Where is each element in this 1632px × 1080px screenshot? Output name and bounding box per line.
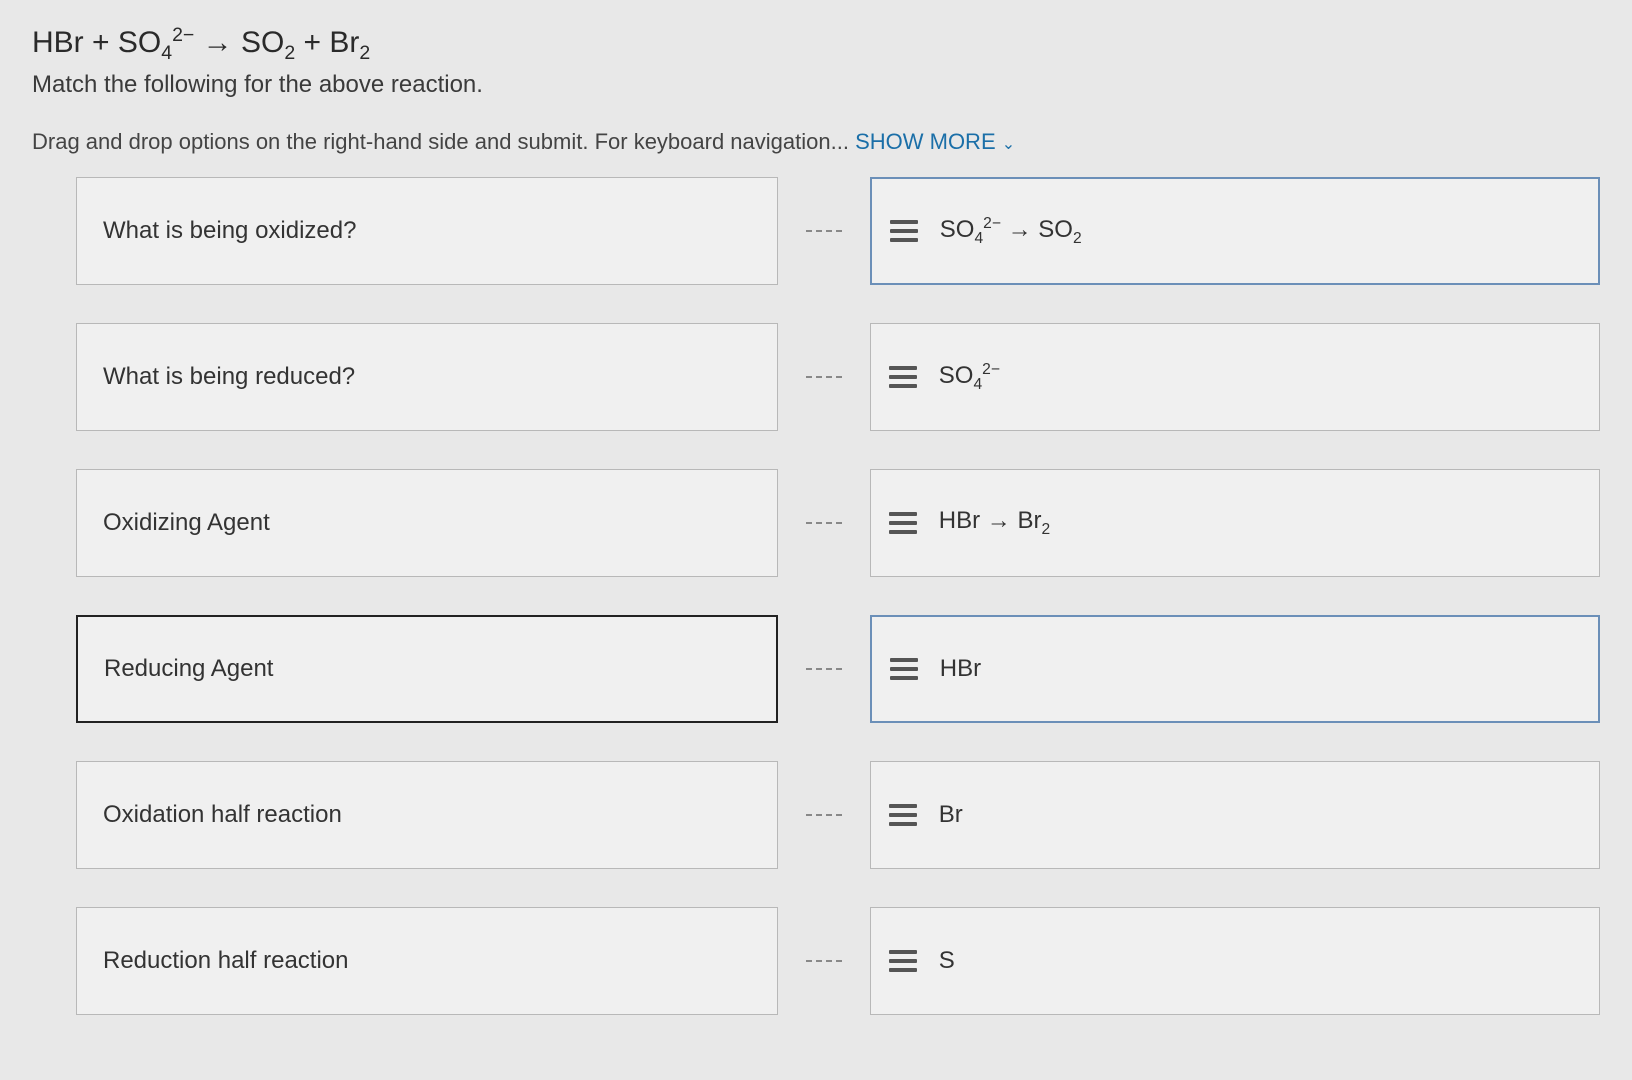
drag-handle-icon[interactable] [889, 366, 917, 388]
connector-dash [806, 522, 842, 524]
drag-handle-icon[interactable] [889, 804, 917, 826]
connector-dash [806, 814, 842, 816]
helper-prefix: Drag and drop options on the right-hand … [32, 129, 855, 154]
drag-handle-icon[interactable] [890, 658, 918, 680]
drag-handle-icon[interactable] [889, 950, 917, 972]
connector [806, 323, 842, 431]
prompt-label: Oxidizing Agent [103, 509, 270, 537]
option-label: S [939, 947, 955, 975]
option-box[interactable]: SO42− [870, 323, 1600, 431]
match-columns: What is being oxidized? What is being red… [32, 177, 1600, 1015]
chevron-down-icon: ⌄ [1002, 136, 1015, 153]
connector [806, 177, 842, 285]
option-box[interactable]: S [870, 907, 1600, 1015]
connector [806, 761, 842, 869]
prompt-label: Reduction half reaction [103, 947, 348, 975]
prompt-label: Reducing Agent [104, 655, 273, 683]
reaction-equation: HBr + SO42− → SO2 + Br2 [32, 24, 1600, 65]
connector [806, 615, 842, 723]
option-box[interactable]: HBr → Br2 [870, 469, 1600, 577]
option-box[interactable]: SO42− → SO2 [870, 177, 1600, 285]
connector-dash [806, 960, 842, 962]
prompt-box[interactable]: Oxidizing Agent [76, 469, 778, 577]
drag-handle-icon[interactable] [889, 512, 917, 534]
connector [806, 907, 842, 1015]
prompt-box[interactable]: What is being reduced? [76, 323, 778, 431]
prompt-box[interactable]: Reduction half reaction [76, 907, 778, 1015]
connector-dash [806, 668, 842, 670]
show-more-link[interactable]: SHOW MORE ⌄ [855, 129, 1015, 154]
connector-dash [806, 376, 842, 378]
option-label: HBr → Br2 [939, 507, 1050, 539]
options-column: SO42− → SO2 SO42− HBr → Br2 HBr Br S [870, 177, 1600, 1015]
prompt-box[interactable]: Oxidation half reaction [76, 761, 778, 869]
option-label: SO42− → SO2 [940, 215, 1082, 248]
option-label: HBr [940, 655, 981, 683]
option-label: Br [939, 801, 963, 829]
connectors [806, 177, 842, 1015]
option-label: SO42− [939, 361, 1000, 394]
connector [806, 469, 842, 577]
drag-handle-icon[interactable] [890, 220, 918, 242]
prompt-label: What is being oxidized? [103, 217, 356, 245]
prompt-box[interactable]: What is being oxidized? [76, 177, 778, 285]
prompt-box[interactable]: Reducing Agent [76, 615, 778, 723]
prompts-column: What is being oxidized? What is being red… [76, 177, 778, 1015]
instruction-text: Match the following for the above reacti… [32, 71, 1600, 99]
option-box[interactable]: Br [870, 761, 1600, 869]
prompt-label: What is being reduced? [103, 363, 355, 391]
prompt-label: Oxidation half reaction [103, 801, 342, 829]
helper-text: Drag and drop options on the right-hand … [32, 129, 1600, 155]
connector-dash [806, 230, 842, 232]
option-box[interactable]: HBr [870, 615, 1600, 723]
